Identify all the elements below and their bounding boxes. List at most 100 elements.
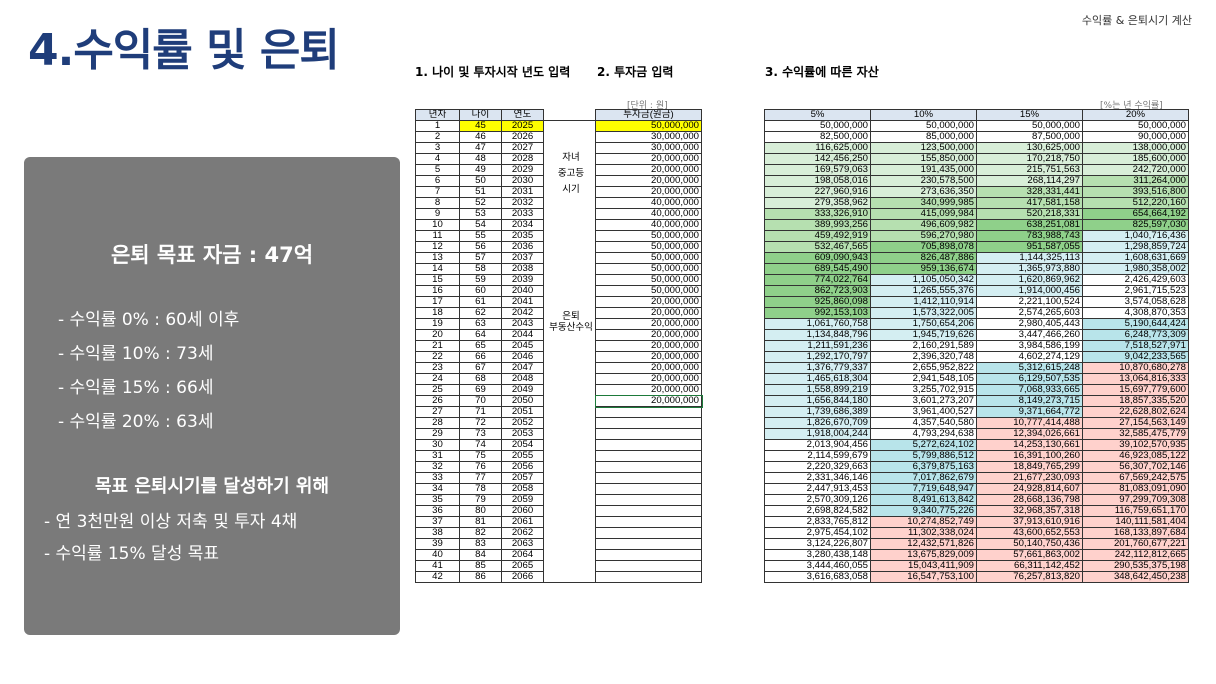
age-cell[interactable]: 79 — [459, 494, 502, 506]
year-cell[interactable]: 2039 — [501, 274, 544, 286]
age-cell[interactable]: 72 — [459, 417, 502, 429]
investment-cell[interactable] — [595, 461, 702, 473]
investment-cell[interactable]: 20,000,000 — [595, 384, 702, 396]
age-cell[interactable]: 73 — [459, 428, 502, 440]
year-cell[interactable]: 2032 — [501, 197, 544, 209]
investment-cell[interactable]: 20,000,000 — [595, 351, 702, 363]
age-cell[interactable]: 67 — [459, 362, 502, 374]
age-cell[interactable]: 56 — [459, 241, 502, 253]
investment-cell[interactable]: 50,000,000 — [595, 252, 702, 264]
age-cell[interactable]: 71 — [459, 406, 502, 418]
investment-cell[interactable] — [595, 406, 702, 418]
age-cell[interactable]: 47 — [459, 142, 502, 154]
age-cell[interactable]: 64 — [459, 329, 502, 341]
year-cell[interactable]: 2057 — [501, 472, 544, 484]
age-cell[interactable]: 83 — [459, 538, 502, 550]
investment-cell[interactable] — [595, 516, 702, 528]
investment-cell[interactable] — [595, 439, 702, 451]
age-cell[interactable]: 54 — [459, 219, 502, 231]
investment-cell[interactable]: 20,000,000 — [595, 175, 702, 187]
year-cell[interactable]: 2056 — [501, 461, 544, 473]
investment-cell[interactable]: 20,000,000 — [595, 307, 702, 319]
age-cell[interactable]: 51 — [459, 186, 502, 198]
year-cell[interactable]: 2029 — [501, 164, 544, 176]
age-cell[interactable]: 55 — [459, 230, 502, 242]
year-cell[interactable]: 2058 — [501, 483, 544, 495]
age-cell[interactable]: 49 — [459, 164, 502, 176]
age-cell[interactable]: 78 — [459, 483, 502, 495]
age-cell[interactable]: 81 — [459, 516, 502, 528]
investment-cell[interactable] — [595, 472, 702, 484]
year-cell[interactable]: 2036 — [501, 241, 544, 253]
year-cell[interactable]: 2045 — [501, 340, 544, 352]
year-cell[interactable]: 2041 — [501, 296, 544, 308]
year-cell[interactable]: 2035 — [501, 230, 544, 242]
year-cell[interactable]: 2059 — [501, 494, 544, 506]
year-cell[interactable]: 2034 — [501, 219, 544, 231]
age-cell[interactable]: 46 — [459, 131, 502, 143]
investment-cell[interactable]: 20,000,000 — [595, 186, 702, 198]
investment-cell[interactable] — [595, 549, 702, 561]
year-cell[interactable]: 2037 — [501, 252, 544, 264]
year-cell[interactable]: 2060 — [501, 505, 544, 517]
investment-cell[interactable]: 50,000,000 — [595, 274, 702, 286]
investment-cell[interactable] — [595, 527, 702, 539]
investment-cell[interactable]: 20,000,000 — [595, 164, 702, 176]
age-cell[interactable]: 80 — [459, 505, 502, 517]
age-cell[interactable]: 68 — [459, 373, 502, 385]
age-cell[interactable]: 58 — [459, 263, 502, 275]
year-cell[interactable]: 2051 — [501, 406, 544, 418]
year-cell[interactable]: 2030 — [501, 175, 544, 187]
age-cell[interactable]: 65 — [459, 340, 502, 352]
age-cell[interactable]: 63 — [459, 318, 502, 330]
age-cell[interactable]: 66 — [459, 351, 502, 363]
age-cell[interactable]: 76 — [459, 461, 502, 473]
year-cell[interactable]: 2033 — [501, 208, 544, 220]
year-cell[interactable]: 2031 — [501, 186, 544, 198]
investment-cell[interactable]: 20,000,000 — [595, 373, 702, 385]
year-cell[interactable]: 2066 — [501, 571, 544, 583]
age-cell[interactable]: 45 — [459, 120, 502, 132]
age-cell[interactable]: 61 — [459, 296, 502, 308]
year-cell[interactable]: 2053 — [501, 428, 544, 440]
year-cell[interactable]: 2052 — [501, 417, 544, 429]
age-cell[interactable]: 82 — [459, 527, 502, 539]
year-cell[interactable]: 2064 — [501, 549, 544, 561]
investment-cell[interactable] — [595, 417, 702, 429]
investment-cell[interactable]: 20,000,000 — [595, 153, 702, 165]
investment-cell[interactable] — [595, 505, 702, 517]
year-cell[interactable]: 2040 — [501, 285, 544, 297]
investment-cell[interactable]: 40,000,000 — [595, 208, 702, 220]
investment-cell[interactable] — [595, 538, 702, 550]
age-cell[interactable]: 75 — [459, 450, 502, 462]
age-cell[interactable]: 62 — [459, 307, 502, 319]
investment-cell[interactable]: 20,000,000 — [595, 362, 702, 374]
investment-cell[interactable]: 20,000,000 — [595, 340, 702, 352]
year-cell[interactable]: 2043 — [501, 318, 544, 330]
age-cell[interactable]: 84 — [459, 549, 502, 561]
age-cell[interactable]: 85 — [459, 560, 502, 572]
year-cell[interactable]: 2050 — [501, 395, 544, 407]
investment-cell[interactable]: 50,000,000 — [595, 120, 702, 132]
age-cell[interactable]: 70 — [459, 395, 502, 407]
investment-cell[interactable] — [595, 483, 702, 495]
investment-cell[interactable] — [595, 560, 702, 572]
age-cell[interactable]: 69 — [459, 384, 502, 396]
investment-cell[interactable]: 50,000,000 — [595, 230, 702, 242]
investment-cell[interactable]: 50,000,000 — [595, 241, 702, 253]
year-cell[interactable]: 2061 — [501, 516, 544, 528]
year-cell[interactable]: 2063 — [501, 538, 544, 550]
year-cell[interactable]: 2055 — [501, 450, 544, 462]
year-cell[interactable]: 2054 — [501, 439, 544, 451]
year-cell[interactable]: 2062 — [501, 527, 544, 539]
investment-cell[interactable]: 50,000,000 — [595, 285, 702, 297]
investment-cell[interactable]: 30,000,000 — [595, 131, 702, 143]
age-cell[interactable]: 59 — [459, 274, 502, 286]
investment-cell[interactable]: 20,000,000 — [595, 296, 702, 308]
year-cell[interactable]: 2065 — [501, 560, 544, 572]
investment-cell[interactable]: 40,000,000 — [595, 197, 702, 209]
year-cell[interactable]: 2047 — [501, 362, 544, 374]
year-cell[interactable]: 2038 — [501, 263, 544, 275]
investment-cell[interactable]: 20,000,000 — [595, 318, 702, 330]
investment-cell[interactable]: 40,000,000 — [595, 219, 702, 231]
